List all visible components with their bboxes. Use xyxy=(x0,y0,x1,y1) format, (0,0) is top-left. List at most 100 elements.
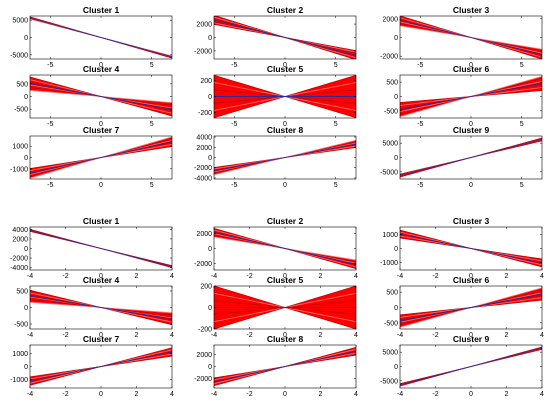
y-tick-label: 2000 xyxy=(382,16,398,23)
subplot-title: Cluster 7 xyxy=(83,125,120,135)
x-tick-label: 4 xyxy=(540,332,544,339)
x-tick-label: 2 xyxy=(505,391,509,398)
plot-area xyxy=(30,347,172,386)
subplot-15: Cluster 6 -4 -2 0 2 4 500 0 -500 xyxy=(384,275,544,339)
subplot-title: Cluster 4 xyxy=(83,64,120,74)
x-tick-label: 0 xyxy=(469,332,473,339)
y-tick-label: 1000 xyxy=(12,351,28,358)
x-tick-label: 4 xyxy=(170,332,174,339)
y-tick-label: -2000 xyxy=(380,54,398,61)
x-tick-label: 4 xyxy=(170,273,174,280)
subplot-9: Cluster 9 -5 0 5 5000 0 -5000 xyxy=(380,125,543,189)
y-tick-label: 0 xyxy=(394,35,398,42)
plot-area xyxy=(214,75,356,118)
y-tick-label: 2000 xyxy=(196,352,212,359)
y-tick-label: -1000 xyxy=(10,377,28,384)
x-tick-label: -4 xyxy=(27,273,33,280)
plot-area xyxy=(214,16,356,59)
y-tick-label: 2000 xyxy=(12,236,28,243)
x-tick-label: 0 xyxy=(99,332,103,339)
y-tick-label: 0 xyxy=(208,246,212,253)
x-tick-label: 0 xyxy=(283,332,287,339)
y-tick-label: 0 xyxy=(24,35,28,42)
x-tick-label: -4 xyxy=(211,391,217,398)
x-tick-label: 4 xyxy=(170,391,174,398)
x-tick-label: 5 xyxy=(334,121,338,128)
y-tick-label: -5000 xyxy=(10,52,28,59)
y-tick-label: 1000 xyxy=(382,232,398,239)
y-tick-label: 0 xyxy=(24,155,28,162)
subplot-title: Cluster 2 xyxy=(267,5,304,15)
plot-area xyxy=(214,139,356,176)
y-tick-label: -2000 xyxy=(194,261,212,268)
y-tick-label: 0 xyxy=(24,364,28,371)
subplot-title: Cluster 5 xyxy=(267,64,304,74)
x-tick-label: 0 xyxy=(469,182,473,189)
x-tick-label: -5 xyxy=(231,62,237,69)
subplot-1: Cluster 1 -5 0 5 -5000 0 5000 xyxy=(10,5,173,69)
y-tick-label: 0 xyxy=(24,246,28,253)
y-tick-label: 5000 xyxy=(12,18,28,25)
mean-line xyxy=(30,141,172,174)
mean-line xyxy=(400,233,542,264)
y-tick-label: -2000 xyxy=(194,48,212,55)
y-tick-label: 2000 xyxy=(196,145,212,152)
plot-area xyxy=(30,16,172,59)
y-tick-label: 5000 xyxy=(382,141,398,148)
x-tick-label: -2 xyxy=(246,332,252,339)
subplot-14: Cluster 5 -4 -2 0 2 4 200 0 -200 xyxy=(198,275,358,339)
subplot-title: Cluster 3 xyxy=(453,5,490,15)
x-tick-label: 4 xyxy=(540,273,544,280)
subplot-12: Cluster 3 -4 -2 0 2 4 1000 0 -1000 xyxy=(380,216,544,280)
x-tick-label: 2 xyxy=(135,273,139,280)
x-tick-label: -4 xyxy=(397,273,403,280)
y-tick-label: -1000 xyxy=(10,166,28,173)
x-tick-label: 5 xyxy=(334,62,338,69)
x-tick-label: -5 xyxy=(47,182,53,189)
x-tick-label: 0 xyxy=(283,391,287,398)
plot-area xyxy=(400,229,542,268)
subplot-title: Cluster 5 xyxy=(267,275,304,285)
x-tick-label: -5 xyxy=(47,121,53,128)
mean-line xyxy=(400,347,542,386)
y-tick-label: 2000 xyxy=(196,231,212,238)
x-tick-label: -4 xyxy=(397,332,403,339)
y-tick-label: 0 xyxy=(208,35,212,42)
plot-area xyxy=(400,287,542,328)
x-tick-label: 0 xyxy=(283,121,287,128)
plot-area xyxy=(30,229,172,268)
x-tick-label: 5 xyxy=(520,121,524,128)
x-tick-label: 0 xyxy=(283,273,287,280)
x-tick-label: 0 xyxy=(469,62,473,69)
mean-line xyxy=(30,17,172,58)
x-tick-label: -5 xyxy=(417,62,423,69)
x-tick-label: 2 xyxy=(319,332,323,339)
subplot-11: Cluster 2 -4 -2 0 2 4 2000 0 -2000 xyxy=(194,216,358,280)
y-tick-label: -2000 xyxy=(194,376,212,383)
plot-area xyxy=(400,346,542,387)
x-tick-label: 0 xyxy=(99,62,103,69)
plot-area xyxy=(400,16,542,59)
y-tick-label: -200 xyxy=(198,327,212,334)
x-tick-label: 4 xyxy=(540,391,544,398)
mean-line xyxy=(400,293,542,322)
x-tick-label: -5 xyxy=(417,182,423,189)
subplot-title: Cluster 3 xyxy=(453,216,490,226)
y-tick-label: 0 xyxy=(24,305,28,312)
y-tick-label: -500 xyxy=(384,320,398,327)
x-tick-label: -5 xyxy=(417,121,423,128)
y-tick-label: -5000 xyxy=(380,378,398,385)
x-tick-label: -4 xyxy=(397,391,403,398)
mean-line xyxy=(214,19,356,56)
y-tick-label: 200 xyxy=(200,284,212,291)
x-tick-label: 4 xyxy=(354,332,358,339)
plot-area xyxy=(214,347,356,386)
subplot-18: Cluster 9 -4 -2 0 2 4 5000 0 -5000 xyxy=(380,334,544,398)
subplot-2: Cluster 2 -5 0 5 2000 0 -2000 xyxy=(194,5,357,69)
x-tick-label: 5 xyxy=(520,62,524,69)
x-tick-label: -2 xyxy=(246,273,252,280)
x-tick-label: -2 xyxy=(432,391,438,398)
y-tick-label: 500 xyxy=(16,81,28,88)
y-tick-label: -1000 xyxy=(380,260,398,267)
x-tick-label: 0 xyxy=(283,62,287,69)
